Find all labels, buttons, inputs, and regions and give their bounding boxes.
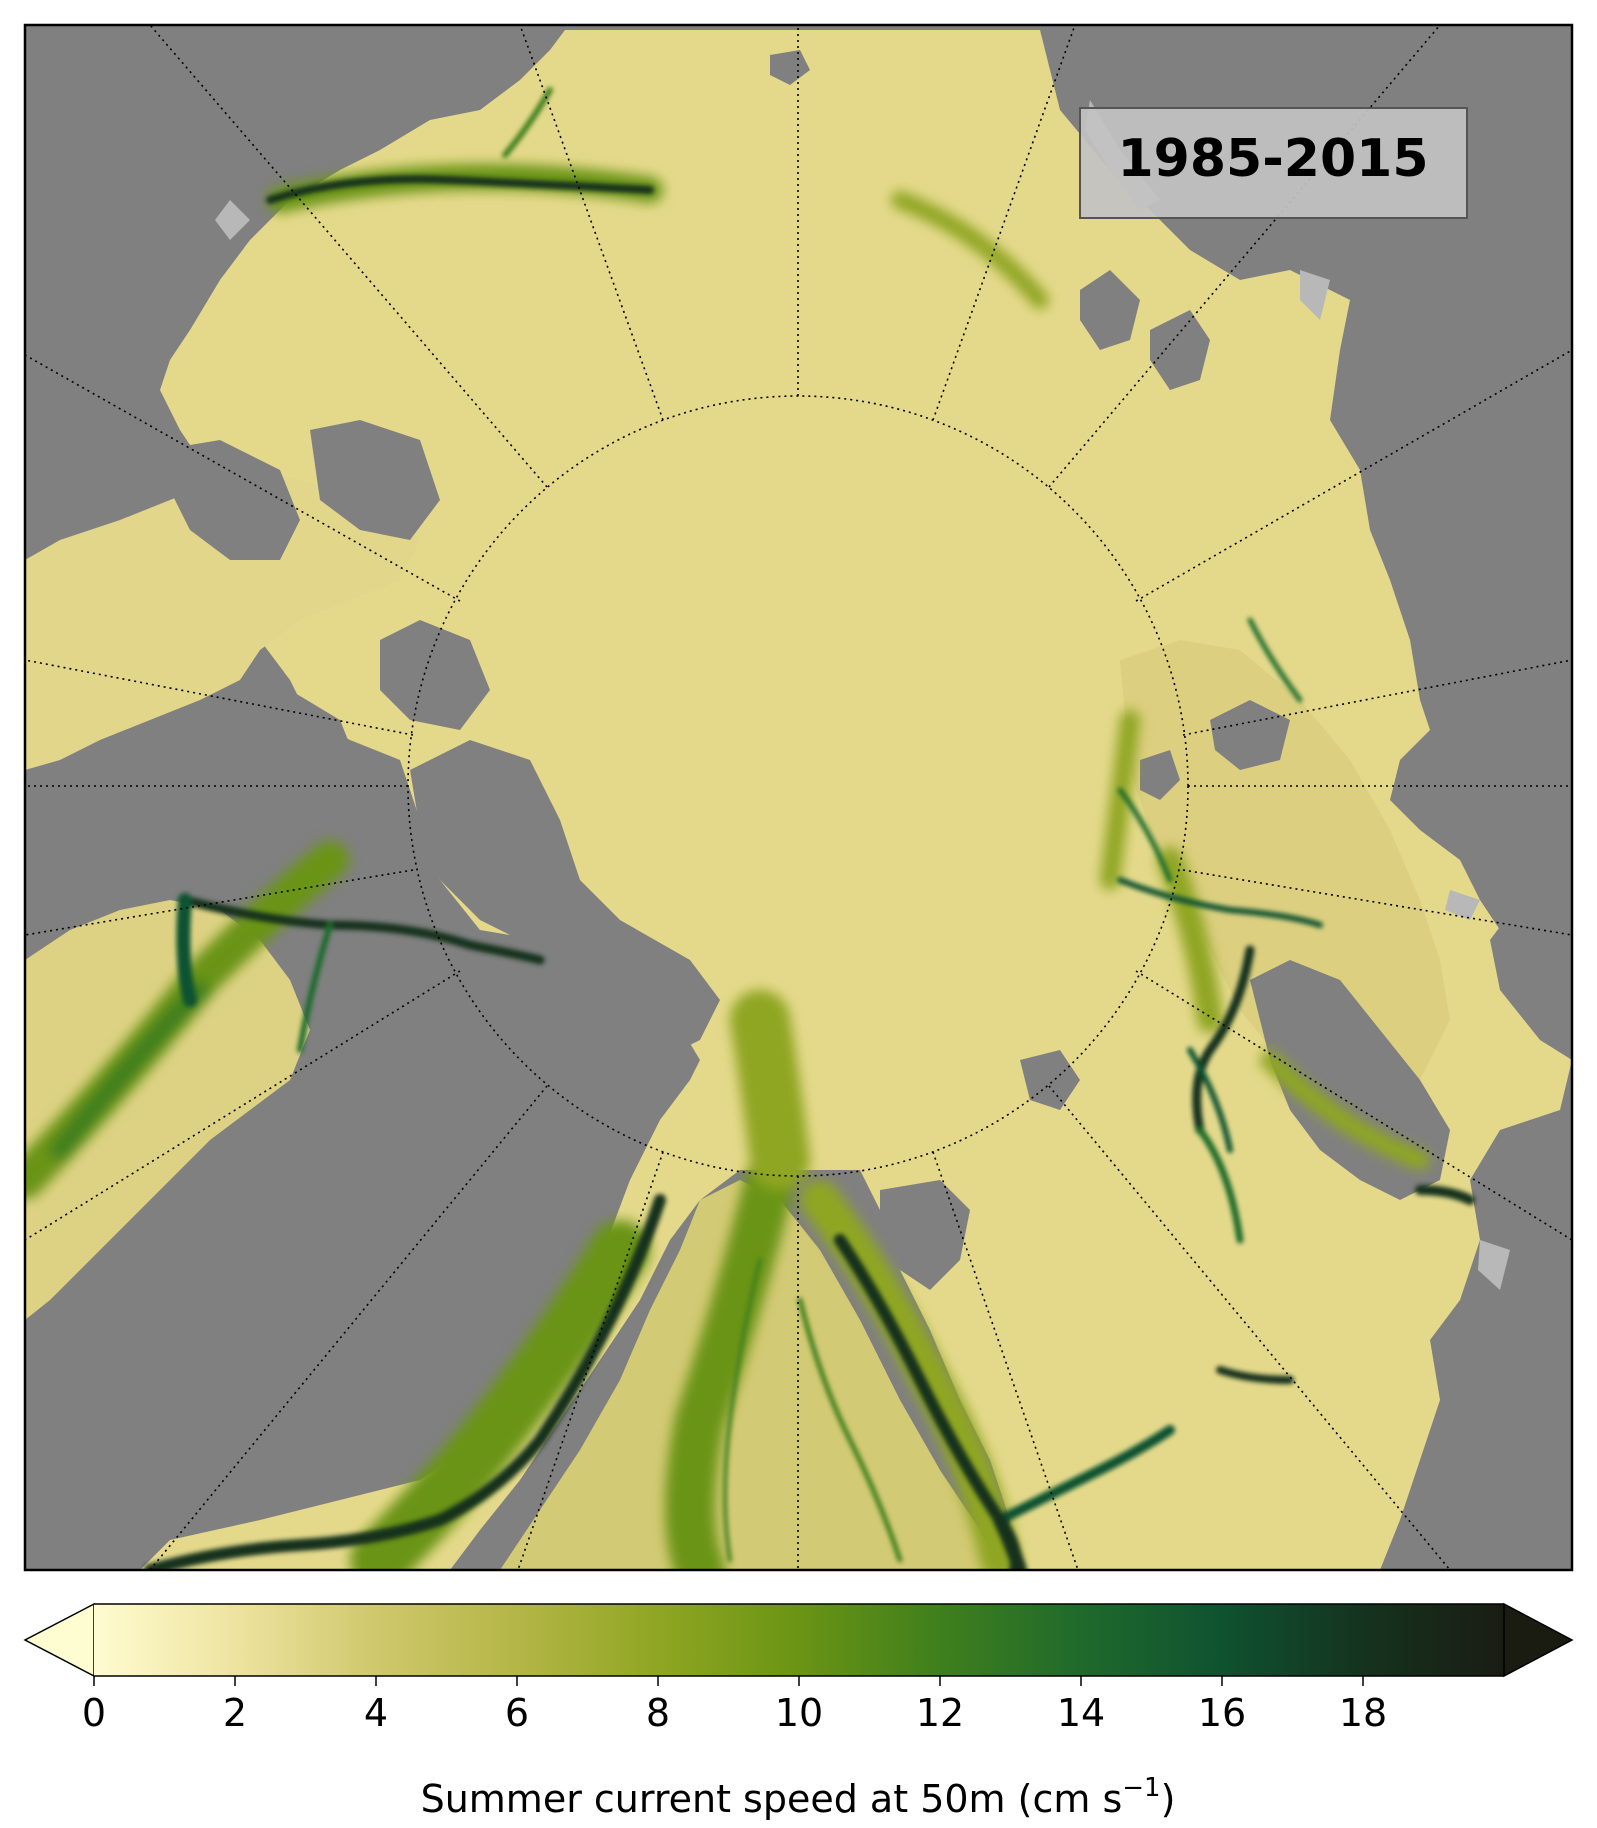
map-frame <box>23 23 1574 1572</box>
meridian-line <box>932 25 1076 421</box>
colorbar-tick-label: 2 <box>223 1691 247 1735</box>
meridian-line <box>25 970 461 1241</box>
colorbar-tick-label: 10 <box>775 1691 823 1735</box>
colorbar: 0 2 4 6 8 10 12 14 16 18 Summer current speed at … <box>23 1602 1574 1821</box>
meridian-line <box>149 1085 548 1570</box>
colorbar-body <box>94 1604 1504 1676</box>
ocean-area <box>25 30 1572 1570</box>
colorbar-tick-label: 4 <box>364 1691 388 1735</box>
colorbar-tick-label: 14 <box>1057 1691 1105 1735</box>
colorbar-tick-label: 6 <box>505 1691 529 1735</box>
colorbar-label: Summer current speed at 50m (cm s−1) <box>421 1773 1176 1821</box>
colorbar-tick-label: 0 <box>82 1691 106 1735</box>
meridian-line <box>1048 1085 1451 1570</box>
colorbar-tick-label: 16 <box>1198 1691 1246 1735</box>
colorbar-extend-low <box>23 1602 95 1678</box>
colorbar-tick-label: 8 <box>646 1691 670 1735</box>
colorbar-tick-label: 12 <box>916 1691 964 1735</box>
colorbar-label-exponent: −1 <box>1122 1773 1160 1803</box>
period-label: 1985-2015 <box>1117 129 1428 189</box>
current-streaks-sharp <box>144 87 1475 1570</box>
colorbar-label-close: ) <box>1161 1777 1176 1821</box>
meridian-line <box>1182 659 1572 736</box>
map-panel: 1985-2015 <box>25 25 1572 1570</box>
land-masses <box>25 30 1572 1570</box>
meridian-line <box>517 1151 664 1570</box>
colorbar-label-main: Summer current speed at 50m (cm s <box>421 1777 1123 1821</box>
meridian-line <box>1135 970 1572 1241</box>
period-label-box: 1985-2015 <box>1079 107 1468 219</box>
colorbar-ticks: 0 2 4 6 8 10 12 14 16 18 <box>82 1676 1387 1735</box>
meridian-line <box>519 25 664 421</box>
colorbar-extend-high <box>1503 1602 1574 1678</box>
meridian-line <box>1048 25 1441 488</box>
graticule <box>25 25 1572 1570</box>
colorbar-tick-label: 18 <box>1339 1691 1387 1735</box>
meridian-line <box>932 1151 1079 1570</box>
